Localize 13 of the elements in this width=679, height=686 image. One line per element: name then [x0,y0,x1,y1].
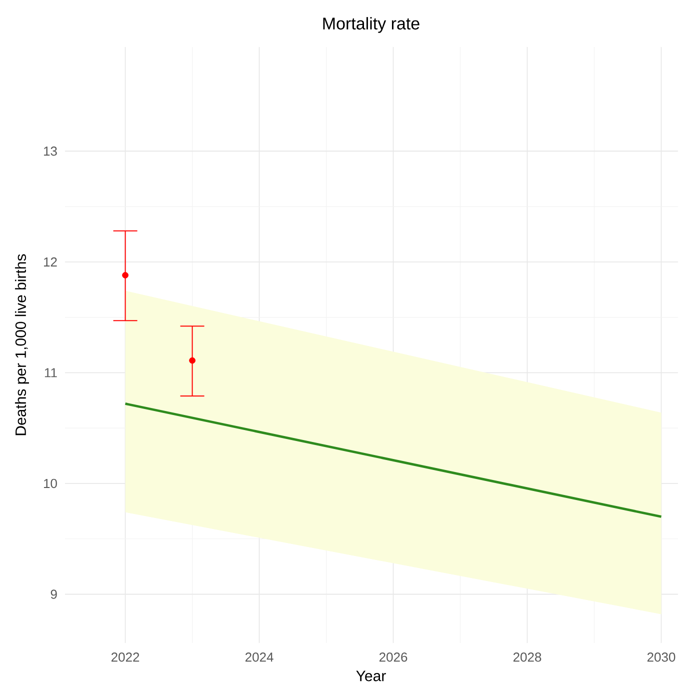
x-axis-title: Year [356,670,386,682]
y-tick-label: 13 [44,146,57,156]
y-tick-label: 9 [50,590,57,599]
x-tick-label: 2028 [513,652,542,662]
y-tick-label: 10 [44,478,57,488]
x-tick-label: 2022 [111,652,140,662]
chart-title: Mortality rate [323,17,420,33]
x-tick-label: 2024 [245,652,274,662]
y-tick-label: 11 [44,368,57,378]
y-tick-label: 12 [44,257,57,266]
x-tick-label: 2026 [379,652,408,662]
x-tick-label: 2030 [647,652,676,662]
y-axis-title: Deaths per 1,000 live births [14,254,29,436]
